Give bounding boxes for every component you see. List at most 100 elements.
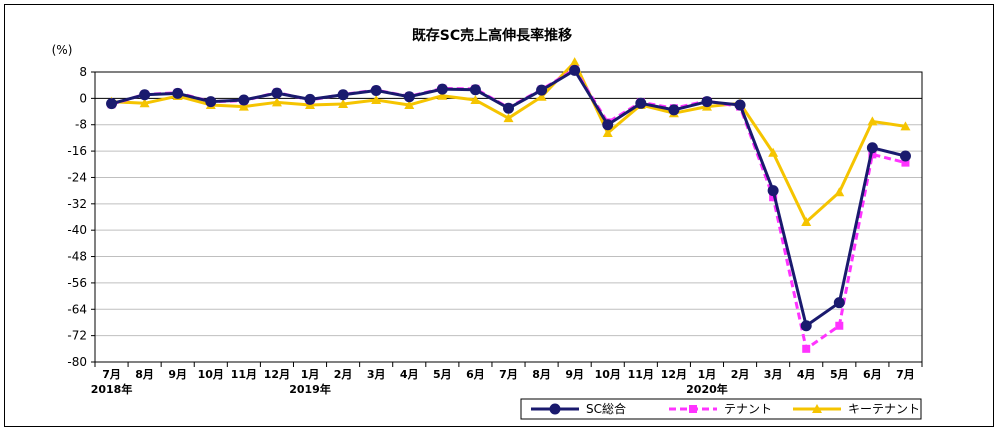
data-point: [635, 97, 647, 109]
year-label: 2018年: [91, 382, 133, 396]
x-tick-label: 11月: [231, 368, 257, 381]
x-tick-label: 2月: [731, 368, 750, 381]
data-point: [801, 216, 812, 226]
series-lines: [106, 57, 911, 353]
data-point: [139, 89, 151, 101]
data-point: [470, 95, 481, 105]
y-tick-label: -16: [67, 144, 87, 158]
x-tick-label: 5月: [830, 368, 849, 381]
y-axis-label: (%): [52, 43, 73, 57]
data-point: [271, 87, 283, 99]
x-tick-label: 7月: [102, 368, 121, 381]
y-tick-label: -8: [75, 118, 87, 132]
data-point: [833, 297, 845, 309]
data-point: [536, 91, 547, 101]
x-tick-label: 3月: [367, 368, 386, 381]
x-tick-label: 8月: [532, 368, 551, 381]
x-tick-label: 5月: [433, 368, 452, 381]
x-tick-label: 11月: [628, 368, 654, 381]
data-point: [834, 187, 845, 197]
data-point: [549, 403, 561, 415]
x-tick-label: 3月: [764, 368, 783, 381]
data-point: [689, 405, 697, 413]
data-point: [139, 98, 150, 108]
data-point: [106, 98, 118, 110]
data-point: [835, 321, 844, 330]
x-tick-label: 7月: [499, 368, 518, 381]
x-tick-label: 10月: [595, 368, 621, 381]
year-label: 2019年: [289, 382, 331, 396]
data-point: [569, 57, 580, 67]
x-tick-label: 6月: [466, 368, 485, 381]
x-tick-label: 1月: [698, 368, 717, 381]
x-tick-label: 1月: [301, 368, 320, 381]
data-point: [370, 84, 382, 96]
data-point: [338, 98, 349, 108]
data-point: [802, 344, 811, 353]
data-point: [437, 90, 448, 100]
chart-title: 既存SC売上高伸長率推移: [412, 27, 572, 44]
data-point: [536, 84, 548, 96]
data-point: [602, 127, 613, 137]
y-tick-label: 8: [79, 65, 87, 79]
data-point: [271, 97, 282, 107]
data-point: [668, 104, 680, 116]
data-point: [371, 95, 382, 105]
data-point: [901, 158, 910, 167]
data-point: [812, 404, 822, 413]
x-tick-label: 6月: [863, 368, 882, 381]
x-tick-label: 4月: [400, 368, 419, 381]
data-point: [503, 113, 514, 123]
data-point: [768, 147, 779, 157]
legend-label: キーテナント: [848, 402, 920, 416]
data-point: [866, 142, 878, 154]
data-point: [503, 102, 514, 114]
x-tick-label: 10月: [198, 368, 224, 381]
data-point: [238, 101, 249, 111]
year-label: 2020年: [686, 382, 728, 396]
data-point: [900, 121, 911, 131]
data-point: [436, 83, 448, 95]
series-line-2: [111, 60, 906, 224]
data-point: [800, 320, 812, 332]
y-tick-label: -40: [67, 223, 87, 237]
data-point: [469, 84, 481, 96]
x-tick-label: 4月: [797, 368, 816, 381]
y-tick-label: -56: [67, 276, 87, 290]
y-tick-label: -80: [67, 355, 87, 369]
legend: SC総合 テナント キーテナント: [520, 398, 922, 420]
data-point: [734, 99, 746, 111]
y-tick-label: -72: [67, 329, 87, 343]
data-point: [172, 87, 184, 99]
data-point: [238, 94, 250, 106]
legend-box: [520, 398, 922, 420]
legend-label: テナント: [724, 402, 772, 416]
x-tick-label: 2月: [334, 368, 353, 381]
x-tick-label: 8月: [135, 368, 154, 381]
x-tick-label: 12月: [264, 368, 290, 381]
data-point: [304, 93, 316, 105]
y-tick-labels: 8 0 -8 -16 -24 -32 -40 -48 -56 -64 -72 -80: [67, 65, 87, 369]
x-tick-labels: 7月 8月 9月 10月 11月 12月 1月 2月 3月 4月 5月 6月 7月 8月 9月 10月 11月 1…: [91, 362, 923, 396]
x-tick-label: 9月: [565, 368, 584, 381]
data-point: [337, 89, 349, 101]
plot-area-border: [94, 71, 923, 363]
chart-frame: [4, 4, 994, 427]
x-tick-label: 7月: [896, 368, 915, 381]
data-point: [602, 119, 614, 131]
data-point: [569, 64, 581, 76]
legend-label: SC総合: [586, 401, 626, 416]
y-tick-label: -32: [67, 197, 87, 211]
data-point: [867, 116, 878, 126]
data-point: [404, 99, 415, 109]
data-point: [899, 150, 911, 162]
data-point: [403, 91, 415, 103]
data-point: [701, 96, 713, 108]
data-point: [767, 185, 779, 197]
y-tick-label: -24: [67, 170, 87, 184]
data-point: [205, 96, 217, 108]
data-point: [769, 193, 778, 202]
y-tick-label: -64: [67, 302, 87, 316]
y-tick-label: 0: [79, 91, 87, 105]
